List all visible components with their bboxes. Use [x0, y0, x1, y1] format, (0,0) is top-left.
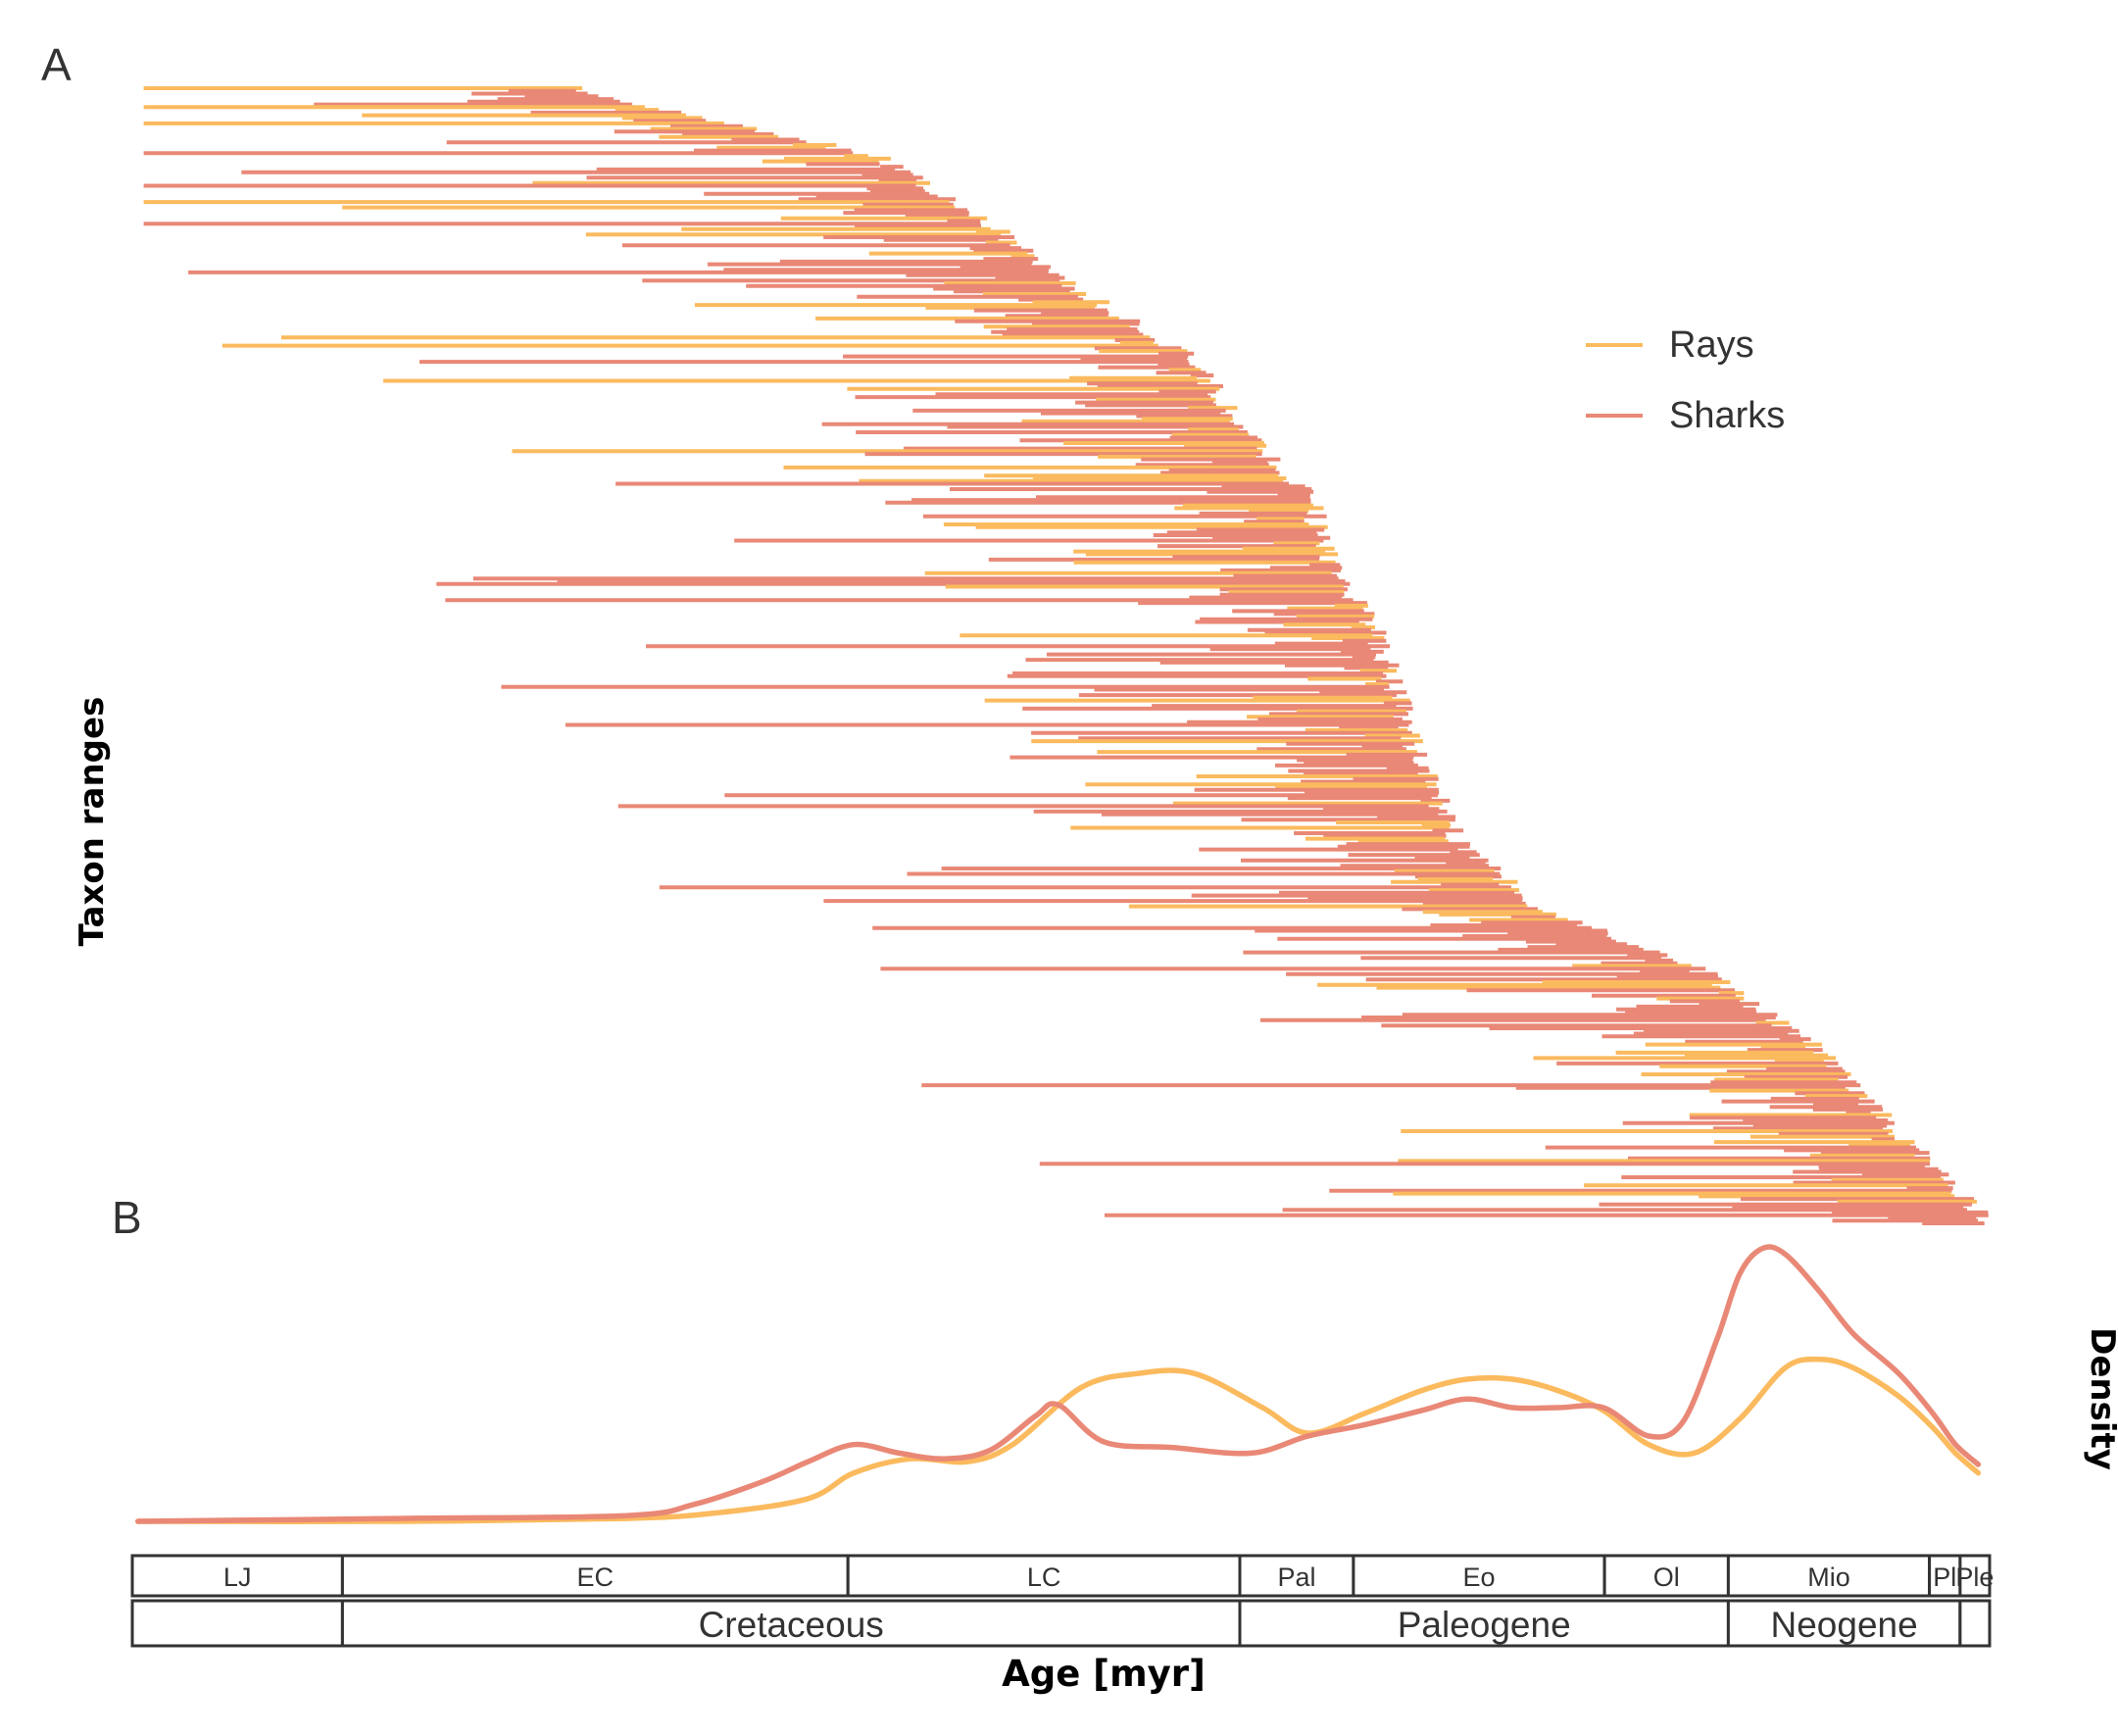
epoch-box: [1958, 1554, 1992, 1598]
y-axis-title-density: Density: [2083, 1327, 2118, 1470]
epoch-label: Ol: [1653, 1562, 1680, 1592]
epoch-label: Pl: [1933, 1562, 1956, 1592]
panel-b-label: B: [112, 1192, 142, 1243]
epoch-label: Mio: [1807, 1562, 1850, 1592]
epoch-label: EC: [577, 1562, 615, 1592]
period-label: Neogene: [1771, 1605, 1918, 1645]
epoch-label: LC: [1027, 1562, 1061, 1592]
epoch-box: [1928, 1554, 1962, 1598]
x-axis-title: Age [myr]: [1002, 1653, 1206, 1695]
period-box: [340, 1599, 1242, 1648]
epoch-label: Pal: [1277, 1562, 1315, 1592]
period-box: [1958, 1599, 1992, 1648]
legend-rays-label: Rays: [1669, 324, 1754, 366]
geologic-timescale: LJ EC LC Pal Eo Ol Mio Pl Ple Cretaceous Paleogene…: [130, 1554, 1994, 1648]
period-label: Paleogene: [1398, 1605, 1571, 1645]
period-label: Cretaceous: [699, 1605, 884, 1645]
y-axis-title-taxon-ranges: Taxon ranges: [73, 697, 112, 947]
period-box: [130, 1599, 344, 1648]
density-plot: [135, 1244, 1982, 1524]
period-box: [1238, 1599, 1730, 1648]
taxon-range-plot: [143, 86, 1989, 1225]
density-line-sharks: [135, 1244, 1982, 1524]
legend: Rays Sharks: [1586, 324, 1785, 436]
epoch-label: Eo: [1462, 1562, 1495, 1592]
epoch-label: Ple: [1955, 1562, 1994, 1592]
panel-a-label: A: [41, 39, 72, 90]
legend-sharks-label: Sharks: [1669, 395, 1785, 436]
epoch-box: [1352, 1554, 1606, 1598]
epoch-label: LJ: [223, 1562, 252, 1592]
epoch-box: [1726, 1554, 1932, 1598]
epoch-box: [130, 1554, 344, 1598]
